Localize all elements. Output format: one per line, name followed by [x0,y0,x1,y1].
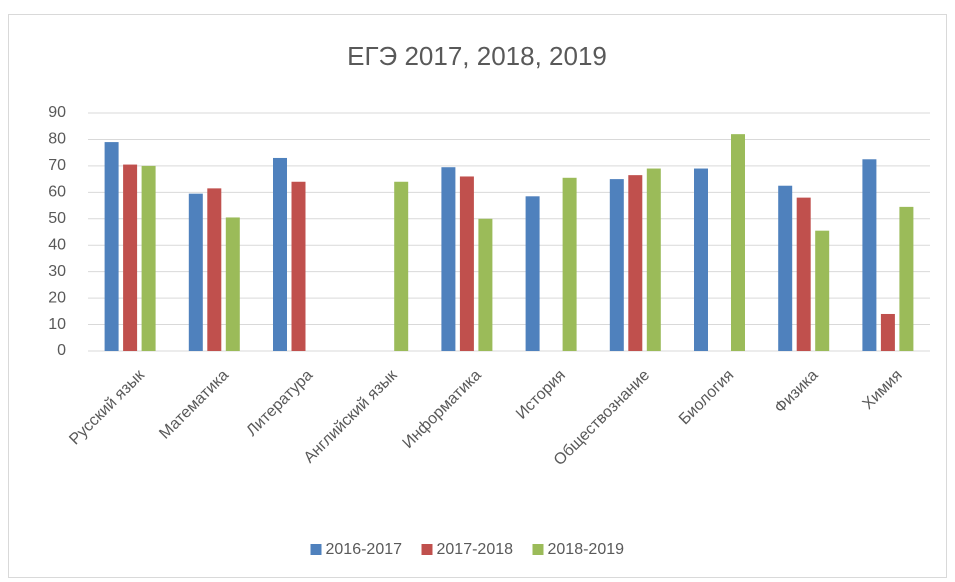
bar [104,142,119,351]
bar [796,197,811,351]
bar [188,193,203,351]
bar [225,217,240,351]
bar [141,165,156,351]
bar [646,168,661,351]
legend-swatch [532,544,544,555]
legend-label: 2018-2019 [548,541,625,558]
bar [123,164,138,351]
legend-label: 2016-2017 [326,541,403,558]
bar [880,313,895,351]
bar [731,134,745,351]
bar [273,157,287,351]
y-tick-label: 10 [48,316,66,333]
bar [441,167,456,351]
bar [562,177,577,351]
bar [815,230,830,351]
bar [609,179,624,351]
legend-swatch [421,544,433,555]
bar [394,181,409,351]
legend-swatch [310,544,322,555]
chart-title: ЕГЭ 2017, 2018, 2019 [347,41,607,71]
y-tick-label: 80 [48,131,66,148]
bar [459,176,474,351]
bar [628,175,643,351]
bar [207,188,222,351]
y-tick-label: 20 [48,289,66,306]
y-tick-label: 40 [48,236,66,253]
bar [862,159,877,351]
y-tick-label: 0 [57,342,66,359]
y-tick-label: 70 [48,157,66,174]
legend-label: 2017-2018 [437,541,514,558]
bar [291,181,306,351]
bar [778,185,793,351]
y-tick-label: 90 [48,104,66,121]
y-tick-label: 60 [48,184,66,201]
bar [899,206,914,351]
y-tick-label: 50 [48,210,66,227]
bar [525,196,540,351]
bar [478,218,493,351]
y-tick-label: 30 [48,263,66,280]
bar [694,168,708,351]
